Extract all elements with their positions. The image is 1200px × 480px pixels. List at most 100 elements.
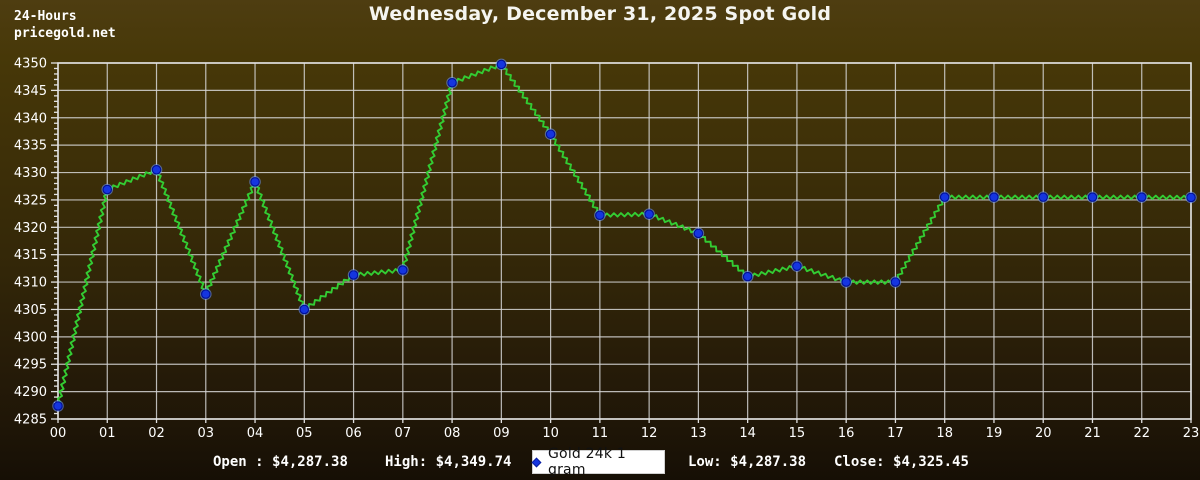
y-axis-label: 4340: [14, 111, 47, 126]
x-axis-label: 13: [690, 426, 707, 441]
data-point-marker: [102, 184, 113, 195]
x-axis-label: 22: [1133, 426, 1150, 441]
y-axis-label: 4345: [14, 84, 47, 99]
marker-halo: [150, 164, 163, 176]
marker-halo: [1037, 191, 1050, 203]
x-axis-label: 15: [789, 426, 806, 441]
data-point-marker: [595, 210, 605, 221]
x-axis-label: 18: [936, 426, 953, 441]
x-axis-label: 00: [50, 426, 67, 441]
legend-label: Gold 24k 1 gram: [548, 446, 626, 478]
marker-halo: [1135, 191, 1148, 203]
marker-halo: [594, 209, 606, 222]
site-label: 24-Hours pricegold.net: [14, 8, 116, 42]
x-axis-label: 14: [739, 426, 756, 441]
marker-halo: [791, 260, 803, 272]
x-axis-label: 16: [838, 426, 855, 441]
x-axis-label: 04: [247, 426, 264, 441]
y-axis-label: 4325: [14, 193, 47, 208]
marker-halo: [840, 276, 852, 288]
data-point-marker: [299, 304, 310, 315]
stat-high-value: $4,349.74: [435, 454, 512, 470]
stat-low-value: $4,287.38: [730, 454, 807, 470]
data-point-marker: [201, 289, 211, 299]
marker-halo: [1185, 191, 1197, 204]
stat-open-value: $4,287.38: [272, 454, 348, 470]
marker-halo: [1086, 191, 1099, 203]
y-axis-label: 4305: [14, 303, 47, 318]
y-axis-label: 4330: [14, 166, 47, 181]
x-axis-label: 02: [148, 426, 165, 441]
data-point-marker: [1087, 192, 1098, 202]
page-title: Wednesday, December 31, 2025 Spot Gold: [368, 3, 832, 25]
data-point-marker: [1186, 192, 1196, 203]
marker-halo: [741, 270, 754, 283]
y-axis-label: 4290: [14, 385, 47, 400]
stat-close-value: $4,325.45: [893, 454, 969, 470]
marker-halo: [52, 400, 64, 412]
data-point-marker: [890, 277, 901, 287]
marker-halo: [249, 176, 261, 188]
legend-diamond-icon: [531, 457, 542, 467]
data-point-marker: [496, 59, 507, 70]
data-point-marker: [1038, 192, 1048, 202]
marker-halo: [988, 191, 1000, 203]
marker-halo: [692, 227, 705, 240]
marker-halo: [643, 208, 655, 220]
x-axis-label: 12: [641, 426, 658, 441]
data-point-marker: [1136, 192, 1147, 202]
stat-high: High: $4,349.74: [385, 454, 511, 470]
marker-halo: [101, 183, 114, 196]
stat-open-label: Open :: [213, 454, 264, 470]
stat-close-label: Close:: [834, 454, 885, 470]
marker-halo: [347, 269, 360, 281]
data-point-marker: [398, 265, 408, 275]
x-axis-label: 05: [296, 426, 313, 441]
x-axis-label: 08: [444, 426, 461, 441]
data-point-marker: [53, 401, 63, 411]
site-label-line2: pricegold.net: [14, 26, 116, 41]
marker-halo: [889, 276, 902, 288]
x-axis-label: 21: [1084, 426, 1101, 441]
data-point-marker: [693, 228, 704, 239]
x-axis-label: 19: [986, 426, 1003, 441]
y-axis-label: 4310: [14, 276, 47, 291]
x-axis-label: 17: [887, 426, 904, 441]
data-point-marker: [792, 261, 802, 271]
marker-halo: [544, 128, 557, 140]
x-axis-label: 23: [1183, 426, 1200, 441]
data-point-marker: [545, 129, 556, 139]
stat-open: Open : $4,287.38: [213, 454, 348, 470]
marker-halo: [446, 76, 458, 89]
y-axis-label: 4315: [14, 248, 47, 263]
data-point-marker: [939, 192, 950, 202]
y-axis-label: 4335: [14, 139, 47, 154]
marker-halo: [199, 288, 212, 300]
x-axis-label: 10: [542, 426, 559, 441]
stat-low-label: Low:: [688, 454, 722, 470]
data-point-marker: [989, 192, 999, 202]
stat-low: Low: $4,287.38: [688, 454, 806, 470]
x-axis-label: 07: [395, 426, 412, 441]
data-point-marker: [348, 270, 359, 280]
marker-halo: [397, 264, 409, 276]
y-axis-label: 4285: [14, 413, 47, 428]
data-point-marker: [151, 165, 162, 175]
x-axis-label: 20: [1035, 426, 1052, 441]
x-axis-label: 09: [493, 426, 510, 441]
marker-halo: [298, 303, 311, 316]
y-axis-label: 4350: [14, 57, 47, 72]
stat-close: Close: $4,325.45: [834, 454, 969, 470]
plot-border: [57, 62, 1192, 420]
y-axis-label: 4320: [14, 221, 47, 236]
data-point-marker: [250, 177, 260, 187]
data-point-marker: [841, 277, 851, 287]
marker-halo: [938, 191, 951, 203]
marker-halo: [495, 58, 508, 71]
data-point-marker: [447, 77, 457, 88]
x-axis-label: 11: [592, 426, 609, 441]
y-axis-label: 4295: [14, 358, 47, 373]
legend-box: Gold 24k 1 gram: [531, 446, 665, 478]
